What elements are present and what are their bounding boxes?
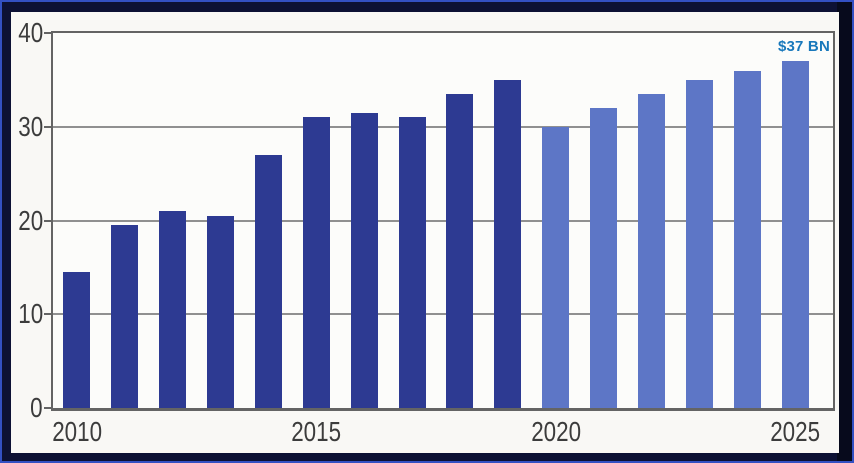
chart-panel: $37 BN 0 10 20 30 40 2010 2015 2020 2025 [11,12,839,453]
x-tick-label-2010: 2010 [52,416,102,447]
frame-right-shade [837,2,852,461]
bar-2018-actual [446,93,474,408]
bar-2012-actual [159,211,187,408]
y-tick-label-20: 20 [18,204,43,236]
bar-2024-forecast [733,70,761,408]
gridline-20 [53,219,833,222]
y-tick-mark-40 [44,32,51,34]
y-tick-mark-20 [44,219,51,222]
bar-2022-forecast [637,93,665,408]
x-tick-label-2015: 2015 [291,416,342,447]
bar-2011-actual [111,225,139,408]
y-tick-mark-0 [44,407,51,409]
gridline-30 [53,125,833,128]
gridline-10 [53,313,833,316]
bar-2017-actual [398,117,426,408]
bar-2014-actual [254,154,282,408]
x-tick-label-2020: 2020 [530,416,581,447]
bar-2016-actual [350,112,378,408]
plot-area: $37 BN [51,31,835,411]
y-tick-label-0: 0 [30,392,43,423]
bar-2020-forecast [542,126,570,408]
bar-2023-forecast [685,79,713,408]
bar-2021-forecast [590,108,618,408]
bar-2010-actual [63,272,91,408]
x-tick-label-2025: 2025 [770,416,820,447]
bar-2015-actual [302,117,330,408]
bar-2025-forecast [781,61,809,408]
y-tick-label-40: 40 [18,17,43,48]
value-label-2025: $37 BN [777,38,830,55]
bar-2013-actual [207,215,235,408]
y-tick-label-30: 30 [18,110,43,142]
y-tick-mark-30 [44,125,51,128]
bar-2019-actual [494,79,522,408]
y-tick-label-10: 10 [18,298,43,330]
y-tick-mark-10 [44,313,51,316]
